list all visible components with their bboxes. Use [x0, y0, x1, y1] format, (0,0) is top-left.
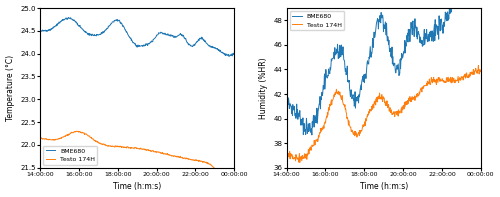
Testo 174H — [220, 176, 226, 178]
Testo 174H — [153, 151, 159, 153]
Testo 174H — [376, 97, 382, 100]
Legend: BME680, Testo 174H: BME680, Testo 174H — [43, 146, 98, 165]
Testo 174H — [130, 147, 136, 149]
BME680 — [142, 45, 148, 47]
Testo 174H — [74, 130, 80, 132]
Testo 174H — [37, 137, 43, 139]
Y-axis label: Humidity (%HR): Humidity (%HR) — [259, 57, 268, 119]
Testo 174H — [389, 113, 395, 116]
BME680 — [153, 36, 159, 38]
Legend: BME680, Testo 174H: BME680, Testo 174H — [290, 11, 344, 30]
Y-axis label: Temperature (°C): Temperature (°C) — [6, 55, 15, 121]
Testo 174H — [227, 172, 233, 174]
BME680 — [231, 53, 237, 55]
Testo 174H — [400, 109, 406, 111]
Line: Testo 174H: Testo 174H — [286, 66, 480, 163]
BME680 — [309, 134, 315, 136]
Line: BME680: BME680 — [40, 18, 234, 56]
Testo 174H — [476, 64, 482, 67]
BME680 — [378, 20, 384, 22]
Testo 174H — [443, 81, 449, 84]
BME680 — [227, 54, 233, 56]
Testo 174H — [142, 149, 148, 151]
X-axis label: Time (h:m:s): Time (h:m:s) — [113, 182, 161, 191]
Line: BME680: BME680 — [286, 0, 480, 135]
BME680 — [443, 18, 449, 20]
Testo 174H — [231, 168, 237, 171]
BME680 — [284, 104, 290, 106]
BME680 — [196, 37, 202, 40]
Testo 174H — [130, 147, 136, 149]
BME680 — [37, 30, 43, 32]
BME680 — [130, 41, 136, 44]
BME680 — [66, 16, 71, 19]
Testo 174H — [284, 158, 290, 160]
BME680 — [376, 18, 382, 20]
Testo 174H — [297, 161, 303, 164]
BME680 — [226, 55, 232, 58]
Testo 174H — [378, 97, 384, 100]
Testo 174H — [474, 71, 480, 73]
X-axis label: Time (h:m:s): Time (h:m:s) — [360, 182, 408, 191]
Testo 174H — [196, 160, 202, 162]
BME680 — [130, 40, 136, 43]
BME680 — [400, 57, 406, 59]
Line: Testo 174H: Testo 174H — [40, 131, 234, 177]
Testo 174H — [478, 70, 484, 72]
BME680 — [389, 46, 395, 48]
